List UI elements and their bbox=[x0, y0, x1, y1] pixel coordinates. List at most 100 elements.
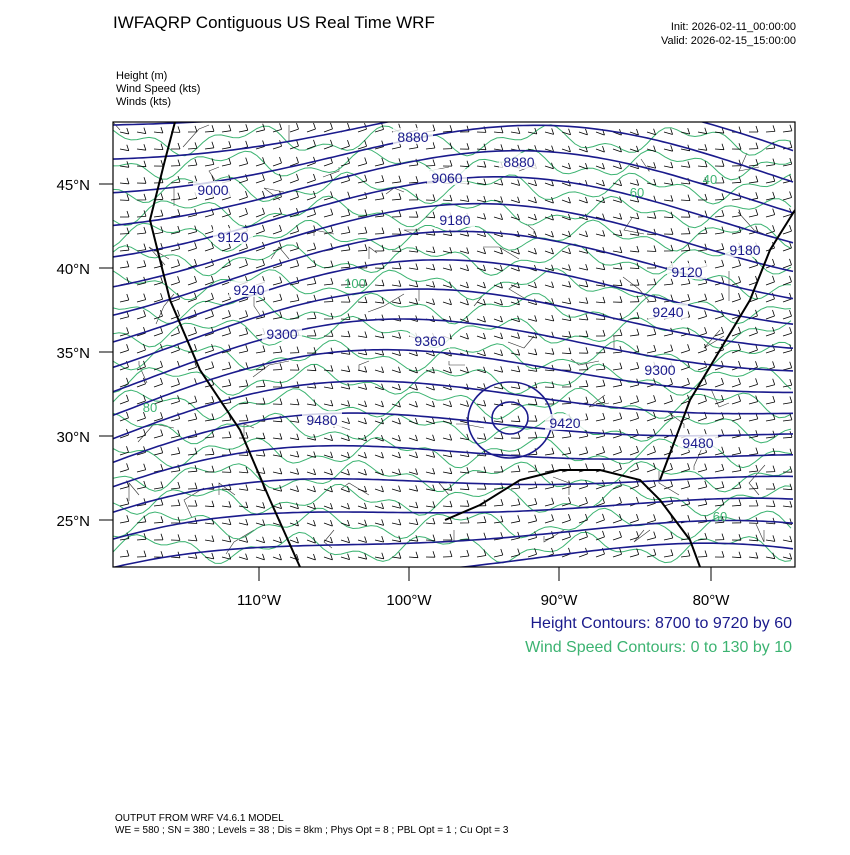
wind-barb bbox=[374, 383, 384, 391]
wind-barb bbox=[425, 484, 436, 492]
wind-barb bbox=[714, 533, 725, 541]
wind-barb bbox=[596, 329, 606, 337]
wind-barb bbox=[714, 209, 725, 218]
wind-barb bbox=[136, 144, 147, 151]
wind-barb bbox=[119, 411, 129, 422]
wind-barb bbox=[391, 518, 402, 526]
wind-barb bbox=[663, 145, 674, 152]
wind-barb bbox=[782, 483, 793, 491]
height-label-bg bbox=[648, 303, 688, 319]
wind-barb bbox=[731, 343, 741, 354]
wind-barb bbox=[561, 497, 571, 507]
wind-barb bbox=[357, 261, 368, 269]
wind-barb bbox=[204, 465, 215, 473]
wind-barb bbox=[357, 191, 368, 201]
wind-barb bbox=[425, 366, 435, 374]
wind-barb bbox=[595, 513, 605, 524]
wind-barb bbox=[289, 259, 300, 269]
height-contour-label: 9480 bbox=[306, 412, 337, 428]
wind-barb bbox=[459, 247, 470, 254]
wind-barb bbox=[714, 394, 724, 405]
wind-barb bbox=[238, 414, 249, 422]
wind-barb bbox=[289, 276, 300, 286]
wind-barb bbox=[272, 259, 282, 269]
wind-barb bbox=[476, 195, 487, 203]
wind-barb bbox=[119, 428, 129, 439]
wind-barb bbox=[595, 230, 606, 237]
wind-barb bbox=[136, 226, 147, 235]
wind-barb bbox=[170, 175, 181, 184]
wind-barb bbox=[578, 145, 588, 153]
wind-barb bbox=[663, 195, 674, 202]
wind-barb bbox=[238, 327, 249, 337]
wind-barb bbox=[306, 347, 317, 354]
wind-barb bbox=[459, 332, 469, 340]
lat-label: 30°N bbox=[56, 429, 90, 446]
wind-barb bbox=[595, 145, 605, 153]
height-label-bg bbox=[229, 281, 269, 297]
wind-barb bbox=[442, 484, 453, 491]
wind-barb bbox=[731, 395, 741, 405]
wind-barb bbox=[153, 429, 164, 439]
wind-barb bbox=[289, 468, 300, 475]
lon-label: 90°W bbox=[541, 592, 579, 609]
wind-barb bbox=[221, 466, 232, 473]
speed-contour-label: 80 bbox=[143, 400, 157, 415]
height-contour bbox=[113, 318, 794, 393]
wind-barb bbox=[136, 498, 147, 507]
wind-barb bbox=[272, 553, 282, 561]
wind-barb bbox=[136, 210, 147, 218]
height-contour bbox=[113, 149, 794, 227]
wind-barb bbox=[765, 125, 776, 133]
wind-barb bbox=[578, 363, 589, 371]
wind-barb bbox=[680, 244, 691, 252]
wind-barb bbox=[544, 196, 554, 204]
wind-barb bbox=[527, 281, 537, 289]
wind-barb bbox=[544, 514, 554, 524]
wind-barb bbox=[357, 157, 368, 167]
wind-barb bbox=[306, 502, 316, 510]
wind-barb bbox=[731, 377, 741, 388]
height-label-bg bbox=[193, 181, 233, 197]
wind-barb bbox=[221, 124, 232, 133]
wind-barb bbox=[749, 125, 759, 133]
lat-label: 25°N bbox=[56, 513, 90, 530]
wind-barb bbox=[510, 281, 520, 289]
wind-barb bbox=[714, 259, 725, 269]
wind-barb bbox=[408, 400, 418, 408]
wind-barb bbox=[629, 245, 640, 253]
wind-barb bbox=[646, 514, 656, 524]
wind-barb bbox=[612, 395, 623, 405]
wind-barb bbox=[510, 465, 521, 473]
wind-barb bbox=[357, 485, 367, 493]
wind-barb bbox=[442, 434, 453, 441]
wind-barb bbox=[782, 553, 793, 560]
wind-barb bbox=[187, 447, 198, 456]
wind-barb bbox=[646, 344, 657, 354]
height-contour-label: 9240 bbox=[233, 282, 264, 298]
height-label-bg bbox=[262, 325, 302, 341]
wind-barb bbox=[765, 175, 776, 184]
wind-barb bbox=[748, 499, 759, 507]
wind-barb bbox=[306, 536, 316, 544]
wind-barb bbox=[272, 536, 282, 544]
wind-barb bbox=[493, 264, 503, 272]
map-area: 8880 8880 9000 9060 9120 9180 9240 9300 9360 9480… bbox=[113, 122, 795, 567]
wind-barb bbox=[153, 533, 164, 541]
wind-barb bbox=[408, 451, 418, 459]
wind-barb bbox=[425, 159, 436, 167]
wind-barb bbox=[459, 143, 470, 150]
wind-barb bbox=[493, 332, 503, 340]
wind-barb bbox=[187, 326, 197, 337]
wind-barb bbox=[357, 209, 368, 218]
wind-barb bbox=[425, 501, 436, 508]
wind-barb bbox=[170, 192, 181, 201]
wind-barb bbox=[646, 278, 657, 286]
wind-barb bbox=[340, 519, 350, 527]
wind-barb bbox=[340, 174, 350, 184]
wind-barb bbox=[697, 463, 708, 473]
wind-barb bbox=[391, 535, 402, 543]
wind-barb bbox=[748, 447, 759, 456]
lat-label: 35°N bbox=[56, 345, 90, 362]
wind-barb bbox=[714, 176, 725, 184]
